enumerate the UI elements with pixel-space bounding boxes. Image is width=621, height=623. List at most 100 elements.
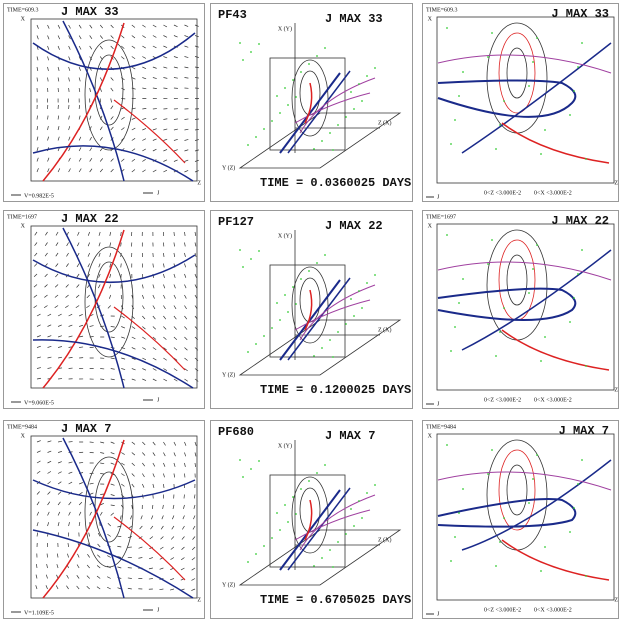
scatter-dot [247, 351, 249, 353]
scatter-dot [313, 565, 315, 567]
run-label: PF680 [218, 425, 254, 439]
range-label: 0<Z <3.000E-2 [484, 190, 521, 196]
scatter-dot [503, 307, 505, 309]
scatter-dot [308, 270, 310, 272]
axis-label: X [21, 433, 26, 439]
panel-title: J MAX 7 [559, 424, 609, 438]
axis-label: Y (Z) [222, 371, 235, 378]
scatter-dot [287, 311, 289, 313]
scatter-dot [569, 321, 571, 323]
scatter-dot [532, 268, 534, 270]
time-label: TIME=9484 [7, 424, 37, 430]
scatter-dot [528, 502, 530, 504]
scatter-dot [573, 507, 575, 509]
panel-title: J MAX 33 [61, 5, 119, 19]
scatter-dot [353, 108, 355, 110]
panel-title: J MAX 7 [61, 422, 111, 436]
scatter-dot [581, 42, 583, 44]
scatter-dot [458, 302, 460, 304]
axis-label: Z (X) [378, 119, 392, 126]
panel-title: J MAX 22 [551, 214, 609, 228]
scatter-dot [276, 302, 278, 304]
scatter-dot [499, 331, 501, 333]
scatter-dot [295, 96, 297, 98]
scatter-dot [487, 263, 489, 265]
scatter-dot [313, 355, 315, 357]
scatter-dot [321, 347, 323, 349]
panel-border [423, 421, 619, 619]
scatter-dot [263, 128, 265, 130]
axis-label: Z (X) [378, 326, 392, 333]
scatter-dot [581, 459, 583, 461]
scatter-dot [462, 488, 464, 490]
scatter-dot [279, 529, 281, 531]
scatter-dot [271, 537, 273, 539]
scatter-dot [279, 112, 281, 114]
scatter-dot [279, 319, 281, 321]
axis-label: X (Y) [278, 25, 292, 32]
scatter-dot [308, 480, 310, 482]
scatter-dot [503, 517, 505, 519]
scatter-dot [577, 273, 579, 275]
panel-border [423, 211, 619, 409]
scatter-dot [450, 560, 452, 562]
scatter-dot [295, 303, 297, 305]
velocity-label: V=1.109E-5 [24, 610, 54, 616]
scatter-dot [242, 266, 244, 268]
scatter-dot [585, 365, 587, 367]
scatter-dot [332, 566, 334, 568]
scatter-dot [345, 323, 347, 325]
range-label: 0<X <3.000E-2 [534, 397, 572, 403]
axis-label: X [21, 16, 26, 22]
scatter-dot [284, 87, 286, 89]
scatter-dot [316, 472, 318, 474]
scatter-dot [332, 356, 334, 358]
scatter-dot [313, 148, 315, 150]
scatter-dot [263, 545, 265, 547]
velocity-label: V=0.982E-5 [24, 193, 54, 199]
scatter-dot [569, 114, 571, 116]
scatter-dot [462, 71, 464, 73]
scatter-dot [239, 249, 241, 251]
scatter-dot [491, 32, 493, 34]
panel: TIME=9484J MAX 7XZJ0<Z <3.000E-20<X <3.0… [423, 421, 619, 619]
scatter-dot [540, 570, 542, 572]
scatter-dot [350, 508, 352, 510]
scatter-dot [300, 488, 302, 490]
scatter-dot [454, 326, 456, 328]
scatter-dot [573, 297, 575, 299]
scatter-dot [324, 254, 326, 256]
axis-label: X (Y) [278, 232, 292, 239]
scatter-dot [321, 140, 323, 142]
scatter-dot [361, 517, 363, 519]
time-label: TIME=609.3 [426, 7, 458, 13]
scatter-dot [374, 484, 376, 486]
scatter-dot [337, 541, 339, 543]
scatter-dot [292, 286, 294, 288]
scatter-dot [258, 460, 260, 462]
scatter-dot [585, 158, 587, 160]
axis-label: X (Y) [278, 442, 292, 449]
scatter-dot [454, 536, 456, 538]
panel-title: J MAX 7 [325, 429, 375, 443]
scatter-dot [487, 56, 489, 58]
scatter-dot [366, 492, 368, 494]
scatter-dot [491, 449, 493, 451]
scatter-dot [247, 144, 249, 146]
panel-title: J MAX 22 [325, 219, 383, 233]
scatter-dot [271, 327, 273, 329]
scatter-dot [292, 79, 294, 81]
scatter-dot [324, 47, 326, 49]
axis-label: Z [197, 597, 201, 603]
axis-label: Z [197, 180, 201, 186]
scatter-dot [329, 549, 331, 551]
scatter-dot [577, 483, 579, 485]
scatter-dot [358, 290, 360, 292]
range-label: 0<X <3.000E-2 [534, 607, 572, 613]
panel-title: J MAX 33 [325, 12, 383, 26]
elapsed-label: TIME = 0.6705025 DAYS [260, 593, 411, 607]
scatter-dot [454, 119, 456, 121]
scatter-dot [536, 244, 538, 246]
panel: TIME=1697J MAX 22XV=9.060E-5J [4, 211, 205, 409]
